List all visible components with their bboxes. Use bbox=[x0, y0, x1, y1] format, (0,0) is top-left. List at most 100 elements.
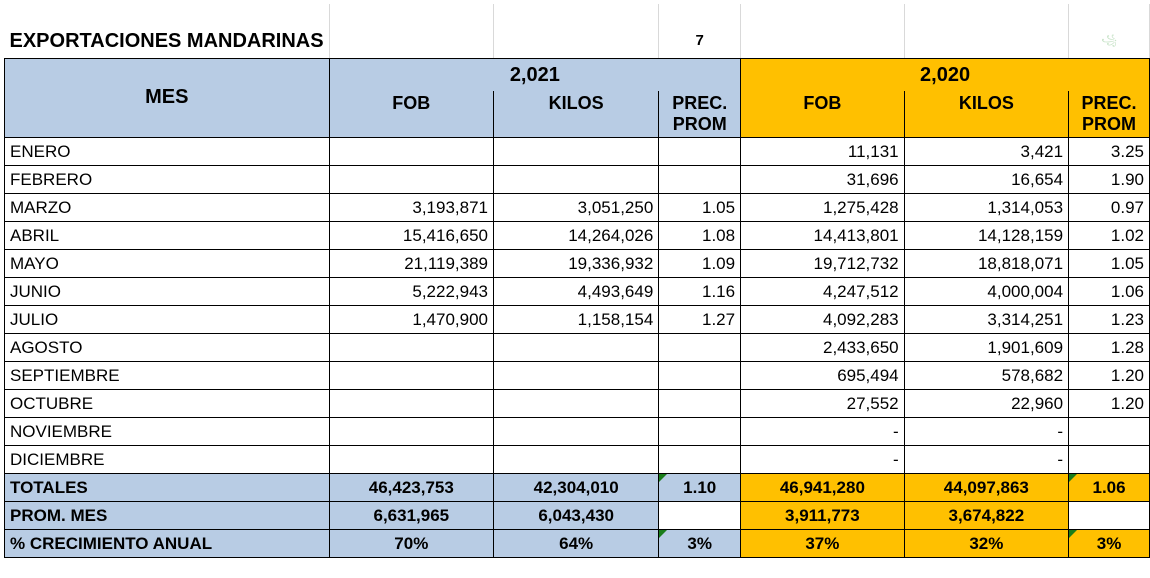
totales-label[interactable]: TOTALES bbox=[4, 473, 330, 502]
fob-2021-cell[interactable] bbox=[328, 417, 495, 446]
fob-2020-cell[interactable]: 14,413,801 bbox=[740, 221, 905, 250]
fob-2020-header[interactable]: FOB bbox=[740, 91, 905, 138]
kilos-2020-cell[interactable]: 3,314,251 bbox=[903, 305, 1070, 334]
fob-2021-cell[interactable]: 1,470,900 bbox=[328, 305, 495, 334]
fob-2021-cell[interactable]: 15,416,650 bbox=[328, 221, 495, 250]
mes-cell[interactable]: OCTUBRE bbox=[4, 389, 330, 418]
mes-cell[interactable]: ENERO bbox=[4, 137, 330, 166]
prec-2021-cell[interactable] bbox=[658, 333, 742, 362]
fob-2021-cell[interactable]: 3,193,871 bbox=[328, 193, 495, 222]
prom-mes-fob-2021[interactable]: 6,631,965 bbox=[328, 501, 495, 530]
prec-2020-cell[interactable]: 1.20 bbox=[1068, 389, 1150, 418]
kilos-2021-cell[interactable] bbox=[493, 389, 660, 418]
kilos-2020-cell[interactable]: 4,000,004 bbox=[903, 277, 1070, 306]
mes-cell[interactable]: MAYO bbox=[4, 249, 330, 278]
prec-2020-cell[interactable]: 1.23 bbox=[1068, 305, 1150, 334]
fob-2021-header[interactable]: FOB bbox=[328, 91, 495, 138]
crecimiento-prec-2020[interactable]: 3% bbox=[1068, 529, 1150, 558]
mes-cell[interactable]: NOVIEMBRE bbox=[4, 417, 330, 446]
prom-mes-label[interactable]: PROM. MES bbox=[4, 501, 330, 530]
fob-2020-cell[interactable]: 31,696 bbox=[740, 165, 905, 194]
title-blank-cell[interactable] bbox=[328, 4, 495, 59]
fob-2020-cell[interactable]: 4,247,512 bbox=[740, 277, 905, 306]
prec-2021-cell[interactable] bbox=[658, 389, 742, 418]
kilos-2021-cell[interactable] bbox=[493, 137, 660, 166]
mes-cell[interactable]: FEBRERO bbox=[4, 165, 330, 194]
kilos-2020-cell[interactable]: 14,128,159 bbox=[903, 221, 1070, 250]
fob-2020-cell[interactable]: 11,131 bbox=[740, 137, 905, 166]
prec-2020-cell[interactable]: 1.05 bbox=[1068, 249, 1150, 278]
kilos-2021-cell[interactable]: 4,493,649 bbox=[493, 277, 660, 306]
prom-mes-kilos-2021[interactable]: 6,043,430 bbox=[493, 501, 660, 530]
title-blank-cell[interactable] bbox=[493, 4, 660, 59]
prec-2021-cell[interactable]: 1.16 bbox=[658, 277, 742, 306]
crecimiento-kilos-2021[interactable]: 64% bbox=[493, 529, 660, 558]
title-blank-cell[interactable] bbox=[903, 4, 1070, 59]
corner-mark-cell[interactable]: ꧁ bbox=[1068, 4, 1150, 59]
prec-2020-cell[interactable]: 1.20 bbox=[1068, 361, 1150, 390]
fob-2021-cell[interactable] bbox=[328, 137, 495, 166]
kilos-2020-cell[interactable]: - bbox=[903, 417, 1070, 446]
kilos-2020-cell[interactable]: 578,682 bbox=[903, 361, 1070, 390]
prec-2020-cell[interactable] bbox=[1068, 445, 1150, 474]
kilos-2020-cell[interactable]: 22,960 bbox=[903, 389, 1070, 418]
kilos-2021-cell[interactable] bbox=[493, 165, 660, 194]
totales-kilos-2021[interactable]: 42,304,010 bbox=[493, 473, 660, 502]
fob-2020-cell[interactable]: 19,712,732 bbox=[740, 249, 905, 278]
prec-2021-cell[interactable]: 1.09 bbox=[658, 249, 742, 278]
kilos-2020-header[interactable]: KILOS bbox=[903, 91, 1070, 138]
prec-2020-cell[interactable]: 0.97 bbox=[1068, 193, 1150, 222]
kilos-2021-cell[interactable]: 1,158,154 bbox=[493, 305, 660, 334]
fob-2021-cell[interactable] bbox=[328, 333, 495, 362]
prec-2021-cell[interactable]: 1.27 bbox=[658, 305, 742, 334]
mes-cell[interactable]: JULIO bbox=[4, 305, 330, 334]
mes-cell[interactable]: ABRIL bbox=[4, 221, 330, 250]
fob-2020-cell[interactable]: 2,433,650 bbox=[740, 333, 905, 362]
totales-prec-2021[interactable]: 1.10 bbox=[658, 473, 742, 502]
kilos-2021-cell[interactable]: 19,336,932 bbox=[493, 249, 660, 278]
fob-2020-cell[interactable]: 27,552 bbox=[740, 389, 905, 418]
prom-mes-prec-2020[interactable] bbox=[1068, 501, 1150, 530]
prec-2021-cell[interactable] bbox=[658, 417, 742, 446]
prec-2020-cell[interactable]: 1.90 bbox=[1068, 165, 1150, 194]
prec-2021-cell[interactable] bbox=[658, 165, 742, 194]
mes-cell[interactable]: DICIEMBRE bbox=[4, 445, 330, 474]
prec-2021-cell[interactable]: 1.05 bbox=[658, 193, 742, 222]
crecimiento-fob-2021[interactable]: 70% bbox=[328, 529, 495, 558]
totales-fob-2020[interactable]: 46,941,280 bbox=[740, 473, 905, 502]
kilos-2021-cell[interactable] bbox=[493, 361, 660, 390]
fob-2020-cell[interactable]: - bbox=[740, 445, 905, 474]
kilos-2020-cell[interactable]: 3,421 bbox=[903, 137, 1070, 166]
mes-cell[interactable]: SEPTIEMBRE bbox=[4, 361, 330, 390]
kilos-2021-cell[interactable]: 14,264,026 bbox=[493, 221, 660, 250]
totales-fob-2021[interactable]: 46,423,753 bbox=[328, 473, 495, 502]
prom-mes-prec-2021[interactable] bbox=[658, 501, 742, 530]
prec-2021-cell[interactable]: 1.08 bbox=[658, 221, 742, 250]
prom-mes-fob-2020[interactable]: 3,911,773 bbox=[740, 501, 905, 530]
kilos-2021-header[interactable]: KILOS bbox=[493, 91, 660, 138]
totales-prec-2020[interactable]: 1.06 bbox=[1068, 473, 1150, 502]
mes-cell[interactable]: MARZO bbox=[4, 193, 330, 222]
mes-header[interactable]: MES bbox=[4, 58, 330, 138]
fob-2021-cell[interactable]: 5,222,943 bbox=[328, 277, 495, 306]
kilos-2021-cell[interactable] bbox=[493, 333, 660, 362]
prec-2020-cell[interactable]: 3.25 bbox=[1068, 137, 1150, 166]
crecimiento-kilos-2020[interactable]: 32% bbox=[903, 529, 1070, 558]
fob-2020-cell[interactable]: 4,092,283 bbox=[740, 305, 905, 334]
prec-2020-cell[interactable]: 1.28 bbox=[1068, 333, 1150, 362]
fob-2020-cell[interactable]: 695,494 bbox=[740, 361, 905, 390]
fob-2021-cell[interactable] bbox=[328, 361, 495, 390]
crecimiento-fob-2020[interactable]: 37% bbox=[740, 529, 905, 558]
prec-2020-cell[interactable]: 1.02 bbox=[1068, 221, 1150, 250]
kilos-2021-cell[interactable]: 3,051,250 bbox=[493, 193, 660, 222]
kilos-2021-cell[interactable] bbox=[493, 417, 660, 446]
prec-2020-cell[interactable] bbox=[1068, 417, 1150, 446]
fob-2020-cell[interactable]: - bbox=[740, 417, 905, 446]
kilos-2020-cell[interactable]: - bbox=[903, 445, 1070, 474]
kilos-2020-cell[interactable]: 16,654 bbox=[903, 165, 1070, 194]
totales-kilos-2020[interactable]: 44,097,863 bbox=[903, 473, 1070, 502]
fob-2020-cell[interactable]: 1,275,428 bbox=[740, 193, 905, 222]
prec-2021-cell[interactable] bbox=[658, 137, 742, 166]
kilos-2020-cell[interactable]: 1,314,053 bbox=[903, 193, 1070, 222]
prec-2020-cell[interactable]: 1.06 bbox=[1068, 277, 1150, 306]
